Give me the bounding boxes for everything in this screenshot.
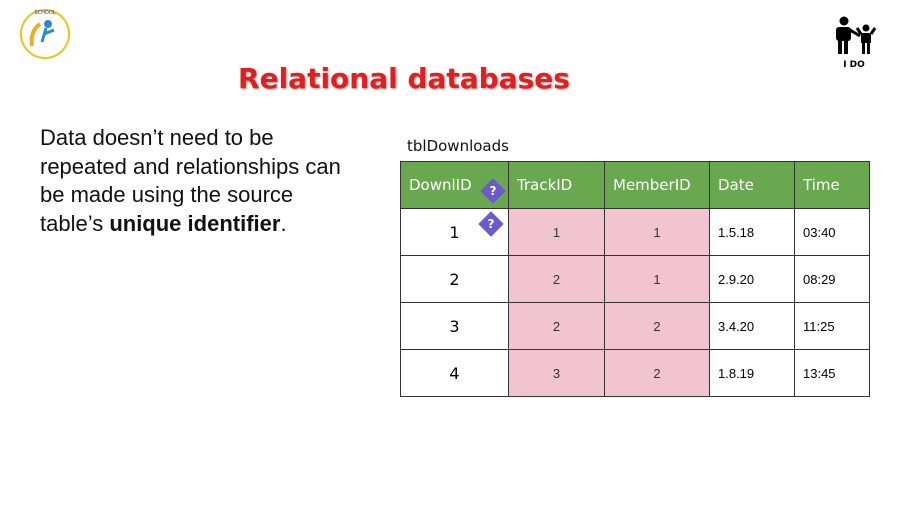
cell-memberid: 1 bbox=[604, 255, 710, 303]
table-row: 3 2 2 3.4.20 11:25 bbox=[400, 302, 870, 350]
i-do-badge: I DO bbox=[826, 16, 882, 70]
cell-time: 08:29 bbox=[794, 255, 870, 303]
cell-trackid: 1 bbox=[508, 208, 605, 256]
cell-memberid: 1 bbox=[604, 208, 710, 256]
adult-child-icon bbox=[836, 16, 877, 54]
cell-value: 1 bbox=[449, 222, 460, 242]
cell-downlid: 4 bbox=[400, 349, 509, 397]
svg-text:SCHOOL: SCHOOL bbox=[34, 10, 55, 16]
table-row: 2 2 1 2.9.20 08:29 bbox=[400, 255, 870, 303]
cell-time: 03:40 bbox=[794, 208, 870, 256]
cell-memberid: 2 bbox=[604, 349, 710, 397]
cell-time: 13:45 bbox=[794, 349, 870, 397]
cell-date: 2.9.20 bbox=[709, 255, 795, 303]
table-row: 4 3 2 1.8.19 13:45 bbox=[400, 349, 870, 397]
cell-downlid: 3 bbox=[400, 302, 509, 350]
header-row: DownlID? TrackID MemberID Date Time bbox=[400, 161, 870, 209]
cell-trackid: 2 bbox=[508, 302, 605, 350]
header-trackid: TrackID bbox=[508, 161, 605, 209]
header-label: DownlID bbox=[409, 176, 472, 194]
missing-glyph-icon: ? bbox=[478, 211, 504, 237]
downloads-table: DownlID? TrackID MemberID Date Time 1? 1 1… bbox=[400, 161, 870, 397]
cell-date: 1.5.18 bbox=[709, 208, 795, 256]
body-text-part: Data doesn’t need to be repeated and rel… bbox=[40, 125, 341, 236]
body-bold: unique identifier bbox=[109, 210, 281, 236]
table-name: tblDownloads bbox=[407, 137, 509, 155]
cell-time: 11:25 bbox=[794, 302, 870, 350]
missing-glyph-icon: ? bbox=[480, 178, 506, 204]
cell-date: 1.8.19 bbox=[709, 349, 795, 397]
cell-downlid: 1? bbox=[400, 208, 509, 256]
cell-downlid: 2 bbox=[400, 255, 509, 303]
header-date: Date bbox=[709, 161, 795, 209]
table-row: 1? 1 1 1.5.18 03:40 bbox=[400, 208, 870, 256]
i-do-label: I DO bbox=[843, 60, 865, 70]
cell-memberid: 2 bbox=[604, 302, 710, 350]
cell-trackid: 3 bbox=[508, 349, 605, 397]
body-text-end: . bbox=[280, 210, 287, 236]
cell-date: 3.4.20 bbox=[709, 302, 795, 350]
slide-title: Relational databases bbox=[238, 62, 570, 95]
header-downlid: DownlID? bbox=[400, 161, 509, 209]
body-text: Data doesn’t need to be repeated and rel… bbox=[40, 124, 350, 238]
header-time: Time bbox=[794, 161, 870, 209]
header-memberid: MemberID bbox=[604, 161, 710, 209]
cell-trackid: 2 bbox=[508, 255, 605, 303]
school-logo: SCHOOL bbox=[20, 9, 70, 59]
